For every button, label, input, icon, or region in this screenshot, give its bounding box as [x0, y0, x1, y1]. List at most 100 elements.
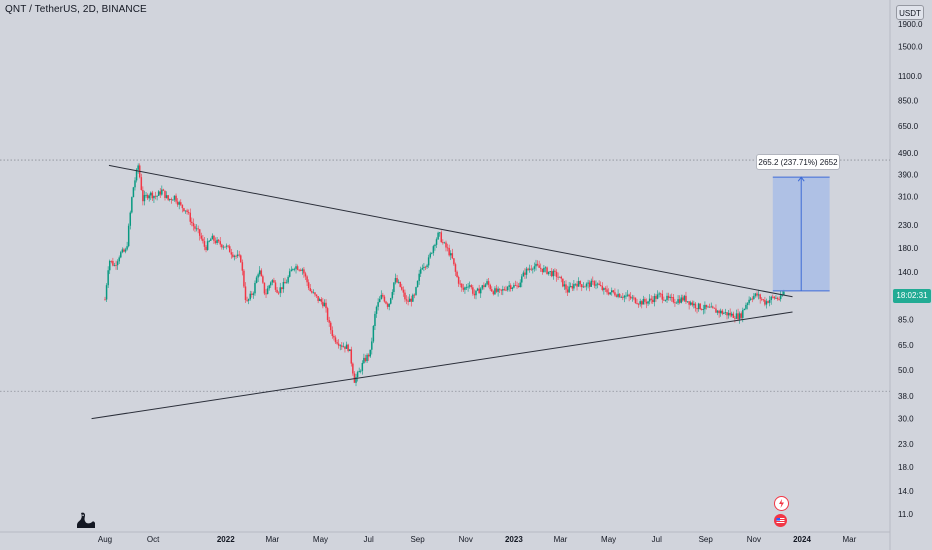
candle-body	[440, 232, 443, 243]
candle-body	[173, 195, 176, 200]
candle-body	[719, 310, 722, 314]
candle-body	[232, 254, 234, 257]
tradingview-logo-icon[interactable]	[74, 510, 98, 530]
candle-body	[448, 248, 450, 256]
candle-body	[772, 296, 774, 298]
candle-body	[519, 282, 521, 288]
candle-body	[202, 238, 204, 242]
x-tick-label: Nov	[459, 535, 473, 544]
candle-body	[716, 310, 719, 313]
candle-body	[762, 299, 765, 301]
candle-body	[205, 246, 207, 251]
candle-body	[618, 293, 621, 298]
candle-body	[167, 195, 169, 200]
candle-body	[377, 302, 379, 307]
candle-body	[746, 303, 749, 305]
candle-body	[162, 189, 165, 191]
candle-body	[557, 276, 559, 278]
candle-body	[562, 278, 564, 287]
y-tick-label: 1100.0	[898, 72, 922, 81]
candle-body	[270, 282, 272, 286]
candle-body	[590, 280, 592, 287]
candle-body	[334, 337, 337, 343]
x-tick-label: May	[313, 535, 328, 544]
candle-body	[601, 285, 604, 291]
price-range-measure	[772, 176, 830, 292]
x-tick-label: Mar	[554, 535, 568, 544]
candle-body	[132, 187, 135, 198]
candle-body	[217, 239, 220, 242]
candle-body	[235, 255, 237, 257]
candle-body	[522, 272, 525, 277]
candle-body	[110, 260, 113, 262]
candle-body	[105, 285, 108, 300]
candle-body	[265, 293, 267, 295]
candle-body	[569, 286, 572, 287]
candle-body	[415, 287, 417, 295]
candle-body	[282, 282, 285, 290]
candle-body	[551, 271, 553, 277]
candle-body	[135, 169, 138, 181]
candle-body	[689, 302, 692, 305]
candle-body	[688, 301, 690, 305]
candle-body	[157, 191, 160, 196]
candle-body	[386, 303, 389, 307]
candle-body	[222, 246, 225, 248]
candle-body	[238, 254, 240, 256]
candle-body	[348, 349, 351, 351]
candle-body	[645, 301, 648, 304]
candle-body	[470, 285, 473, 288]
candle-body	[664, 300, 667, 301]
candle-body	[765, 301, 768, 305]
y-tick-label: 30.0	[898, 415, 914, 424]
candle-body	[464, 287, 466, 290]
candle-body	[729, 312, 731, 316]
candle-body	[768, 300, 771, 303]
candle-body	[224, 246, 226, 248]
candle-body	[533, 266, 536, 269]
candle-body	[708, 306, 711, 308]
time-axis: Aug Oct 2022 Mar May Jul Sep Nov 2023 Mar May Jul Se…	[98, 535, 857, 544]
currency-button[interactable]: USDT	[896, 5, 924, 20]
us-flag-icon[interactable]	[774, 514, 787, 527]
candle-body	[669, 296, 671, 298]
candle-body	[268, 285, 270, 289]
candle-body	[680, 297, 682, 303]
candle-body	[502, 289, 504, 291]
flash-icon[interactable]	[774, 496, 789, 511]
candle-body	[434, 244, 436, 247]
candle-body	[151, 192, 154, 199]
candle-body	[401, 286, 403, 290]
candle-body	[656, 294, 659, 299]
candle-body	[262, 276, 264, 283]
candle-body	[159, 191, 162, 195]
candle-body	[712, 306, 714, 308]
candle-body	[467, 286, 469, 288]
candle-body	[339, 345, 341, 347]
candle-body	[118, 257, 120, 262]
candle-body	[230, 252, 233, 255]
candle-body	[604, 288, 607, 290]
candle-body	[367, 354, 370, 357]
x-tick-label: Oct	[147, 535, 160, 544]
candle-body	[691, 302, 694, 306]
candle-body	[246, 300, 248, 301]
candle-body	[236, 254, 239, 257]
candle-body	[150, 192, 152, 196]
candle-body	[322, 301, 324, 307]
candle-body	[247, 299, 250, 301]
x-tick-label: Nov	[747, 535, 761, 544]
candle-body	[486, 281, 488, 285]
candle-body	[535, 263, 537, 267]
candle-body	[481, 285, 484, 289]
y-tick-label: 140.0	[898, 268, 919, 277]
candle-body	[465, 287, 468, 289]
candle-body	[445, 242, 447, 248]
candle-body	[517, 285, 520, 288]
candle-body	[183, 208, 185, 212]
candle-body	[134, 180, 136, 188]
horizontal-levels	[0, 159, 890, 392]
candle-body	[672, 297, 675, 303]
